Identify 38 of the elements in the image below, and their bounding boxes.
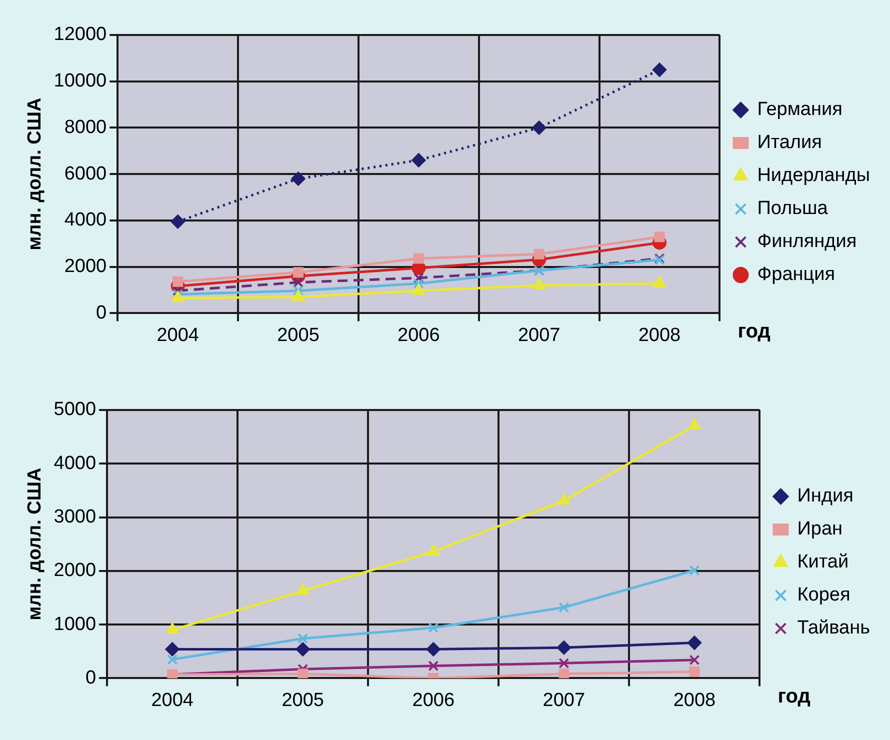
- x-tick-label: 2006: [398, 324, 440, 346]
- x-tick-label: 2005: [277, 324, 320, 346]
- legend-label: Польша: [757, 198, 828, 220]
- legend-label: Иран: [797, 518, 843, 540]
- y-tick-label: 2000: [64, 256, 107, 278]
- x-tick-label: 2007: [518, 324, 560, 346]
- legend-label: Франция: [757, 264, 836, 286]
- y-tick-label: 6000: [64, 163, 107, 184]
- x-axis-title: год: [738, 320, 771, 343]
- y-tick-label: 10000: [54, 70, 107, 92]
- legend-label: Тайвань: [797, 618, 870, 639]
- y-axis-title: млн. долл. США: [24, 468, 46, 620]
- legend-label: Германия: [757, 99, 842, 120]
- legend-label: Индия: [797, 486, 854, 507]
- y-tick-label: 4000: [54, 452, 96, 474]
- x-tick-label: 2005: [282, 690, 324, 711]
- legend-label: Нидерланды: [757, 165, 870, 186]
- y-tick-label: 5000: [54, 399, 96, 420]
- legend-label: Италия: [757, 132, 822, 154]
- y-tick-label: 8000: [64, 116, 107, 138]
- legend-label: Китай: [797, 552, 849, 573]
- legend-label: Финляндия: [757, 231, 857, 252]
- x-tick-label: 2008: [638, 324, 681, 346]
- y-tick-label: 1000: [54, 614, 96, 635]
- y-axis-title: млн. долл. США: [24, 98, 46, 250]
- legend-label: Корея: [797, 584, 850, 606]
- y-tick-label: 12000: [54, 24, 107, 46]
- x-axis-title: год: [778, 686, 811, 708]
- y-tick-label: 3000: [54, 506, 96, 528]
- x-tick-label: 2007: [542, 690, 586, 711]
- y-tick-label: 0: [85, 667, 96, 688]
- x-tick-label: 2004: [151, 690, 194, 711]
- y-tick-label: 2000: [54, 560, 96, 582]
- y-tick-label: 4000: [64, 210, 107, 231]
- x-tick-label: 2004: [156, 324, 200, 346]
- x-tick-label: 2006: [412, 690, 455, 711]
- y-tick-label: 0: [96, 302, 107, 324]
- x-tick-label: 2008: [673, 690, 716, 711]
